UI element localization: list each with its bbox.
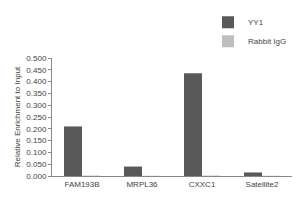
svg-text:0.400: 0.400 (26, 77, 47, 86)
svg-text:0.000: 0.000 (26, 172, 47, 181)
svg-text:Rabbit IgG: Rabbit IgG (248, 37, 286, 46)
svg-text:0.100: 0.100 (26, 148, 47, 157)
svg-text:0.350: 0.350 (26, 89, 47, 98)
svg-text:0.250: 0.250 (26, 113, 47, 122)
svg-text:YY1: YY1 (248, 18, 264, 27)
svg-text:0.150: 0.150 (26, 136, 47, 145)
svg-text:0.200: 0.200 (26, 125, 47, 134)
svg-text:Relative Enrichment to Input: Relative Enrichment to Input (13, 66, 22, 167)
svg-text:0.300: 0.300 (26, 101, 47, 110)
svg-text:MRPL36: MRPL36 (126, 180, 158, 189)
svg-text:Satellite2: Satellite2 (246, 180, 279, 189)
svg-text:CXXC1: CXXC1 (189, 180, 216, 189)
svg-text:0.050: 0.050 (26, 160, 47, 169)
svg-text:0.450: 0.450 (26, 66, 47, 75)
svg-text:0.500: 0.500 (26, 54, 47, 63)
svg-text:FAM193B: FAM193B (64, 180, 99, 189)
